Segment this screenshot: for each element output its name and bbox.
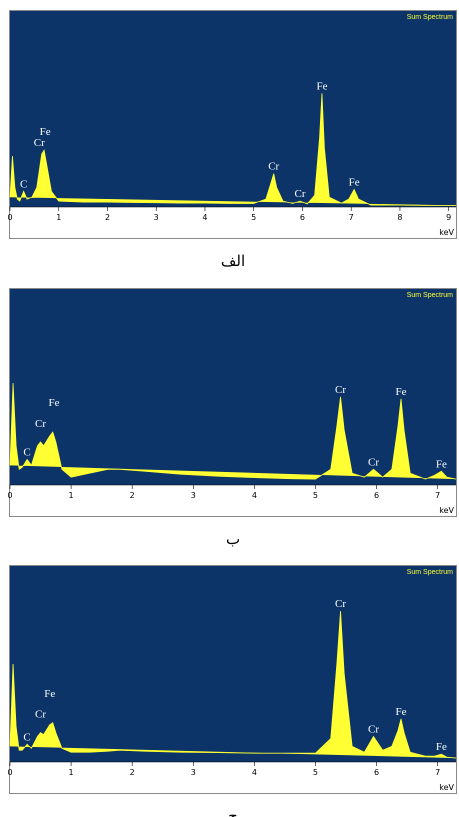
- x-axis-label: keV: [439, 506, 454, 515]
- x-tick-label: 2: [105, 213, 110, 222]
- x-tick-label: 8: [397, 213, 402, 222]
- spectrum: [9, 93, 456, 206]
- x-tick-label: 3: [154, 213, 159, 222]
- x-tick-label: 6: [300, 213, 305, 222]
- x-tick-label: 1: [69, 768, 74, 777]
- spectrum: [9, 383, 457, 480]
- axis-strip: [10, 762, 456, 793]
- spectrum: [9, 611, 457, 759]
- peak-label: Fe: [396, 706, 407, 718]
- peak-label: Fe: [436, 458, 447, 470]
- panel-caption: ج: [228, 807, 238, 817]
- x-tick-label: 1: [69, 491, 74, 500]
- legend-entry: Sum Spectrum: [407, 292, 453, 299]
- peak-label: Fe: [349, 176, 360, 188]
- x-tick-label: 1: [56, 213, 61, 222]
- peak-label: Cr: [35, 418, 46, 430]
- x-tick-label: 3: [191, 768, 196, 777]
- x-tick-label: 5: [313, 491, 318, 500]
- x-tick-label: 4: [252, 491, 257, 500]
- x-tick-label: 0: [7, 213, 12, 222]
- x-tick-label: 9: [446, 213, 451, 222]
- peak-label: C: [23, 447, 30, 459]
- panel-frame: [9, 565, 457, 794]
- axis-strip: [10, 485, 456, 516]
- panel-frame: [9, 288, 457, 517]
- axis-strip: [10, 207, 456, 238]
- peak-label: Cr: [335, 384, 346, 396]
- x-tick-label: 5: [251, 213, 256, 222]
- peak-label: Cr: [268, 161, 279, 173]
- peak-label: Fe: [40, 126, 51, 138]
- x-tick-label: 7: [435, 768, 440, 777]
- panel-caption: الف: [221, 252, 245, 270]
- legend-entry: Sum Spectrum: [407, 14, 453, 21]
- plot-background: [10, 289, 456, 485]
- peak-label: Fe: [44, 688, 55, 700]
- peak-label: Cr: [295, 188, 306, 200]
- x-tick-label: 4: [252, 768, 257, 777]
- x-tick-label: 4: [202, 213, 207, 222]
- peak-label: Cr: [368, 456, 379, 468]
- peak-label: Cr: [35, 709, 46, 721]
- peak-label: Cr: [368, 724, 379, 736]
- peak-label: Fe: [396, 386, 407, 398]
- peak-label: Cr: [335, 598, 346, 610]
- x-tick-label: 0: [7, 768, 12, 777]
- x-tick-label: 2: [130, 491, 135, 500]
- x-tick-label: 6: [374, 768, 379, 777]
- x-tick-label: 7: [435, 491, 440, 500]
- peak-label: Cr: [34, 137, 45, 149]
- x-tick-label: 5: [313, 768, 318, 777]
- x-tick-label: 7: [349, 213, 354, 222]
- peak-label: Fe: [436, 741, 447, 753]
- x-tick-label: 3: [191, 491, 196, 500]
- peak-label: Fe: [316, 80, 327, 92]
- peak-label: C: [20, 178, 27, 190]
- panel-frame: [9, 10, 457, 239]
- peak-label: C: [23, 731, 30, 743]
- plot-background: [10, 566, 456, 762]
- x-tick-label: 0: [7, 491, 12, 500]
- x-axis-label: keV: [439, 228, 454, 237]
- x-axis-label: keV: [439, 783, 454, 792]
- legend-entry: Sum Spectrum: [407, 569, 453, 576]
- plot-background: [10, 11, 456, 207]
- peak-label: Fe: [48, 397, 59, 409]
- x-tick-label: 6: [374, 491, 379, 500]
- panel-caption: ب: [226, 530, 240, 548]
- x-tick-label: 2: [130, 768, 135, 777]
